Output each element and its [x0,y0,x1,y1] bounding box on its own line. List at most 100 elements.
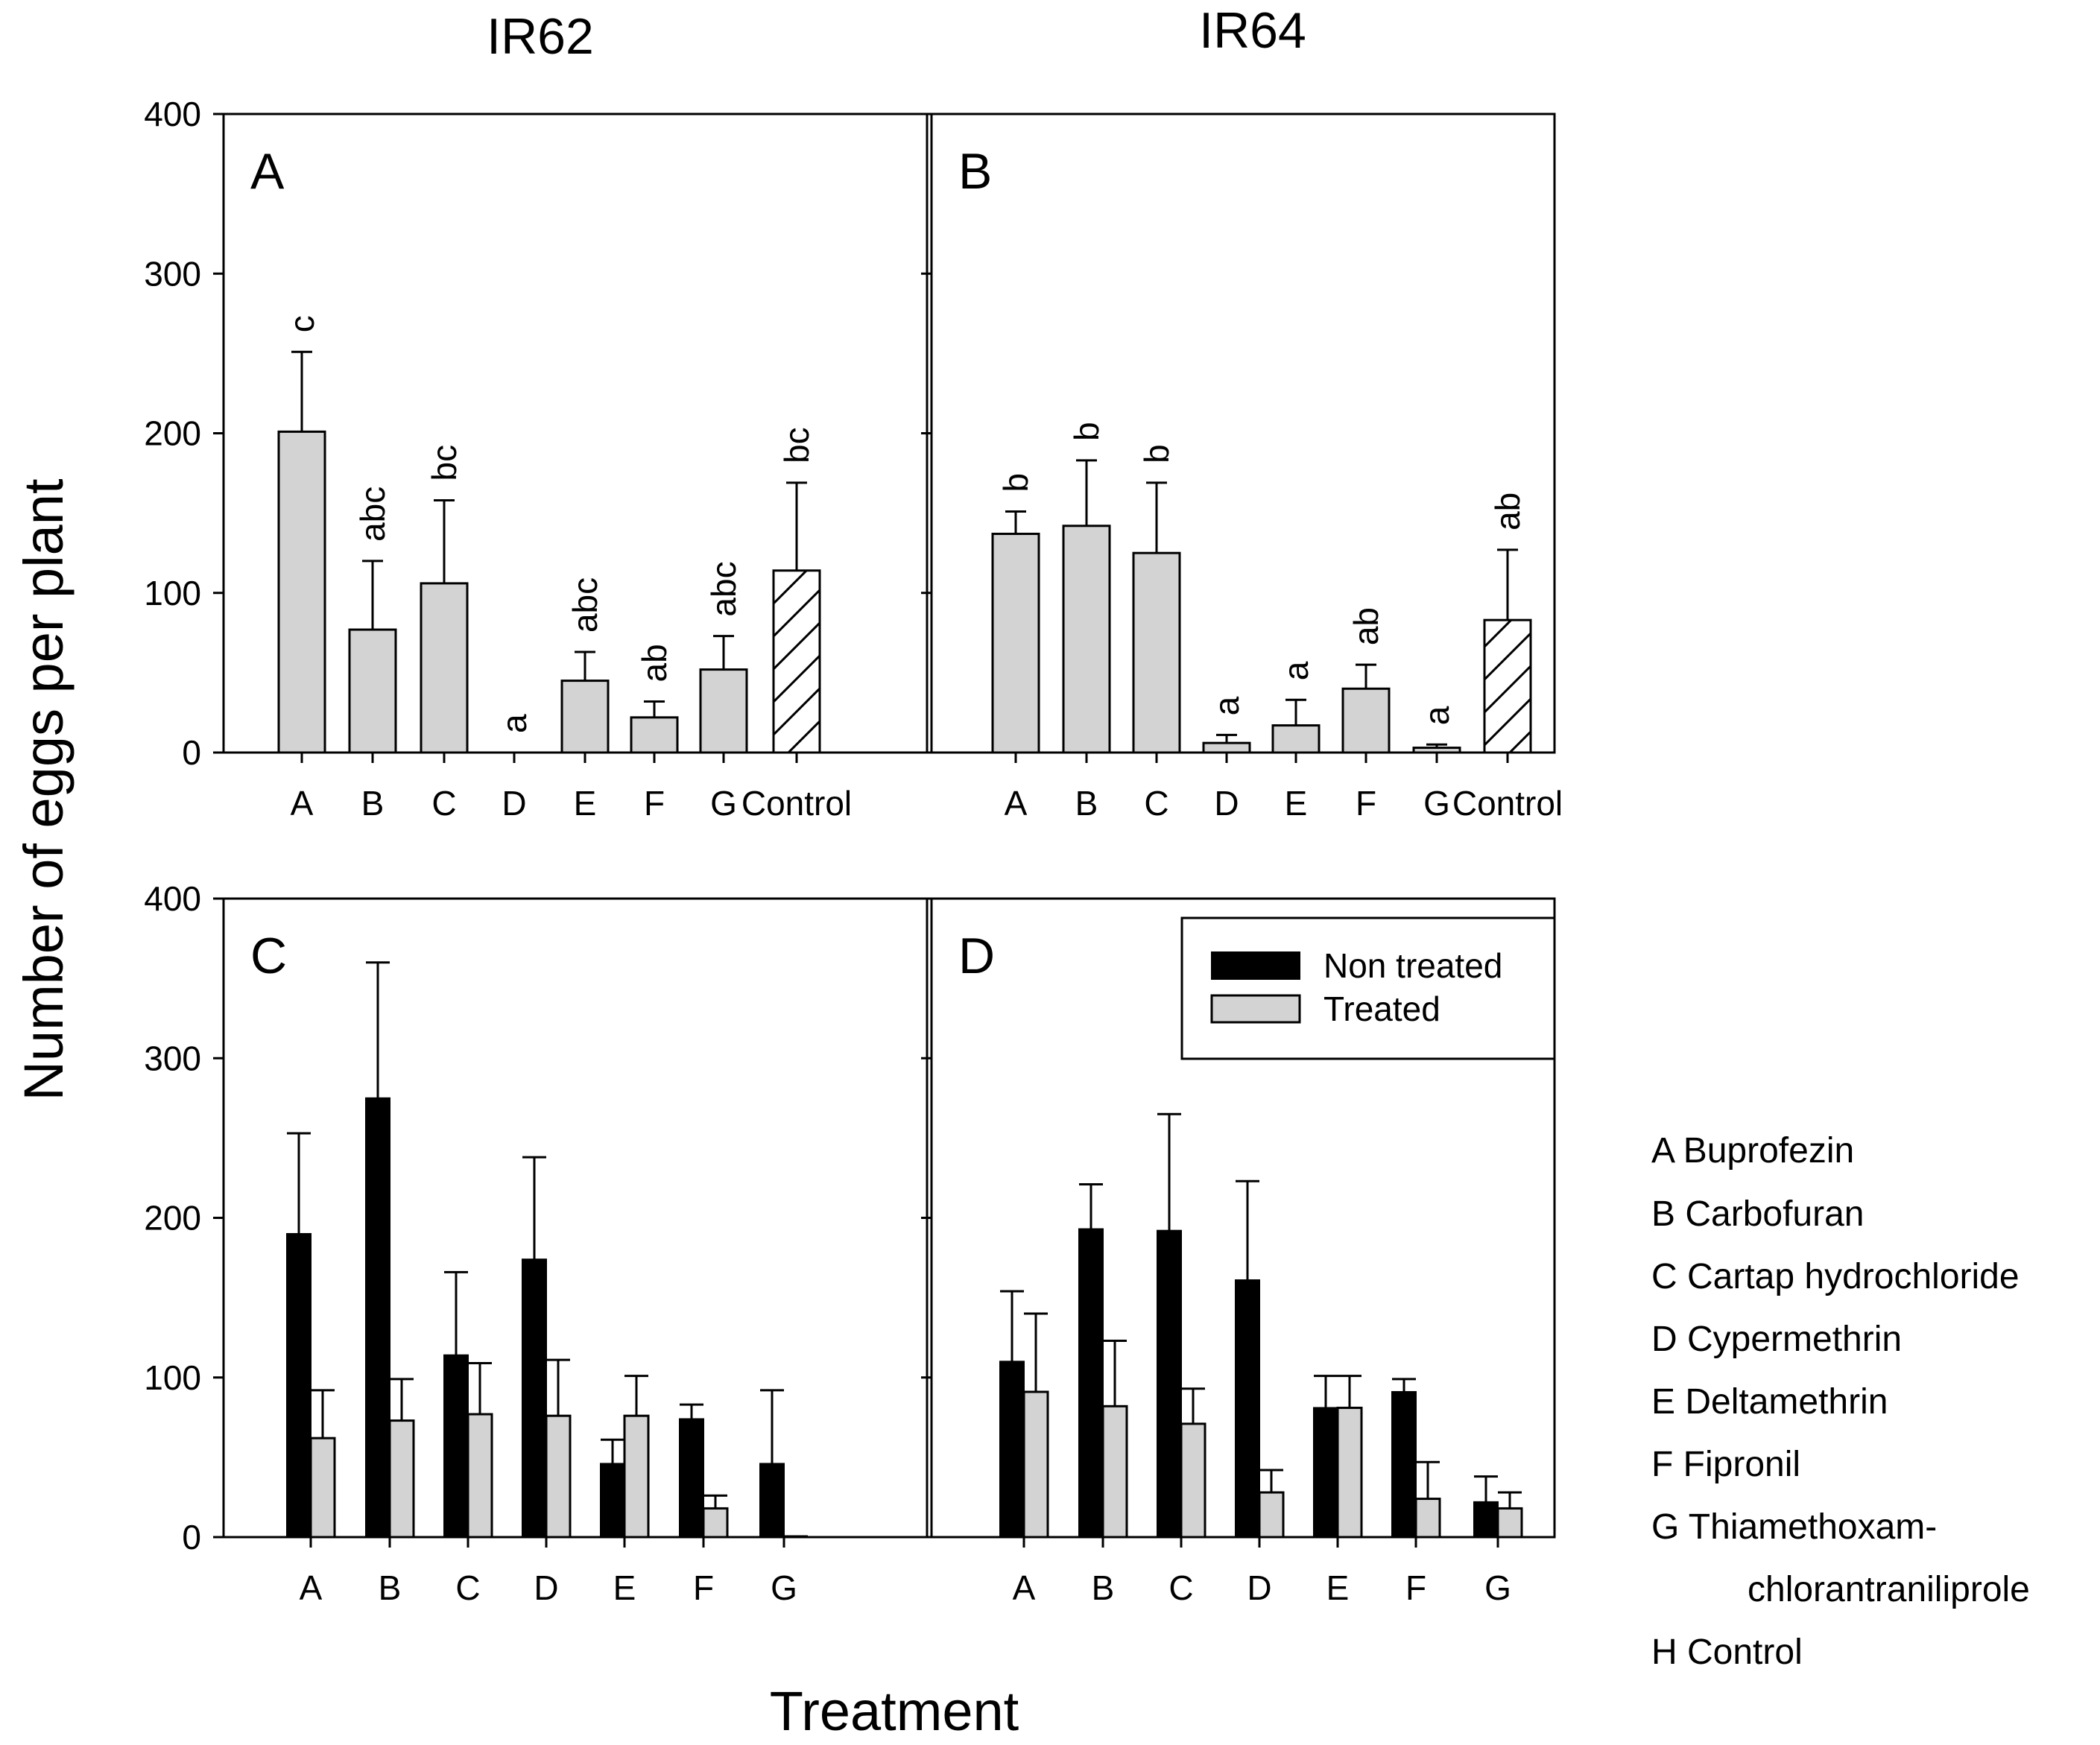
x-tick-label: B [1075,784,1098,823]
significance-label: a [1417,706,1456,725]
significance-label: b [1137,444,1176,463]
bar [348,628,397,754]
legend-label-non-treated: Non treated [1323,946,1502,985]
plot-frame [222,113,929,754]
x-tick-label: C [455,1568,480,1607]
x-tick-label: D [502,784,526,823]
bar-treated [1101,1404,1128,1539]
bar-non-treated [365,1097,390,1538]
x-tick-label: G [771,1568,797,1607]
x-tick-label: A [300,1568,323,1607]
bar-non-treated [1313,1407,1338,1539]
x-tick-label: G [1484,1568,1511,1607]
bar-treated [309,1437,336,1539]
x-tick-label: F [1405,1568,1426,1607]
x-tick-label: C [1168,1568,1193,1607]
bar [1271,724,1321,754]
x-tick-label: B [1092,1568,1115,1607]
treatment-key: A Buprofezin B Carbofuran C Cartap hydro… [1651,1131,2030,1672]
bar-treated [1496,1507,1523,1539]
key-entry-e: E Deltamethrin [1651,1382,1888,1422]
significance-label: ab [1488,493,1527,531]
x-tick-label: A [291,784,314,823]
panel-letter: D [958,928,995,984]
significance-label: c [282,315,321,332]
key-entry-g: G Thiamethoxam- [1651,1507,1937,1547]
key-entry-g-cont: chlorantraniliprole [1748,1570,2030,1609]
bar-treated [1180,1422,1206,1539]
bar-non-treated [600,1463,625,1538]
bar-non-treated [999,1361,1025,1538]
x-tick-label: F [1356,784,1376,823]
legend-swatch-treated [1210,994,1301,1024]
panel-letter: C [250,928,287,984]
x-tick-label: Control [1452,784,1563,823]
legend: Non treated Treated [1180,916,1556,1060]
panel-letter: A [250,143,285,200]
legend-label-treated: Treated [1323,989,1440,1028]
bar [1132,551,1181,754]
bar-treated [623,1414,650,1539]
bar-treated [467,1413,493,1539]
x-tick-label: E [1326,1568,1350,1607]
legend-box [1180,916,1556,1060]
y-tick-label: 200 [144,1199,201,1238]
bar [1341,687,1391,754]
x-tick-label: D [1247,1568,1271,1607]
y-tick-label: 300 [144,1039,201,1077]
bar-non-treated [286,1232,311,1539]
bar-non-treated [759,1463,785,1538]
panel-d: D A B C D E F G Non treated Treated [921,897,1556,1607]
bar-treated [1258,1491,1285,1539]
bar-treated [1022,1390,1049,1539]
x-tick-label: E [613,1568,636,1607]
x-tick-label: F [693,1568,714,1607]
bar-treated [388,1419,415,1539]
x-tick-label: C [431,784,456,823]
y-tick-label: 400 [144,95,201,133]
x-tick-label: A [1013,1568,1036,1607]
x-tick-label: E [1285,784,1308,823]
bar-treated [545,1414,572,1539]
bar-non-treated [443,1354,469,1538]
key-entry-f: F Fipronil [1651,1445,1800,1484]
bar [699,668,748,754]
key-entry-a: A Buprofezin [1651,1131,1854,1171]
key-entry-h: H Control [1651,1632,1803,1672]
legend-swatch-non-treated [1211,951,1300,980]
key-entry-d: D Cypermethrin [1651,1320,1902,1359]
x-tick-label: G [710,784,737,823]
significance-label: bc [777,427,816,463]
bar [277,430,326,754]
x-axis-label: Treatment [770,1680,1019,1742]
significance-label: b [1067,422,1106,441]
x-tick-label: F [644,784,665,823]
bar [772,569,821,754]
bar [1483,618,1532,754]
significance-label: bc [425,445,464,481]
bar [420,582,469,754]
bar [560,680,610,754]
key-entry-c: C Cartap hydrochloride [1651,1257,2020,1296]
y-tick-label: 300 [144,254,201,293]
bar-non-treated [1391,1391,1417,1538]
y-tick-label: 400 [144,879,201,918]
bar [1062,525,1111,754]
panel-letter: B [958,143,992,200]
x-tick-label: D [534,1568,558,1607]
bar-non-treated [679,1418,704,1538]
y-tick-label: 200 [144,414,201,453]
y-tick-label: 100 [144,574,201,612]
significance-label: a [1277,661,1315,680]
significance-label: b [996,473,1035,493]
significance-label: ab [1347,607,1385,645]
x-tick-label: G [1423,784,1450,823]
bar-non-treated [1235,1279,1260,1538]
bar-treated [702,1507,729,1539]
x-tick-label: B [379,1568,402,1607]
y-tick-label: 100 [144,1358,201,1397]
bar-non-treated [522,1258,547,1538]
significance-label: ab [635,644,674,682]
